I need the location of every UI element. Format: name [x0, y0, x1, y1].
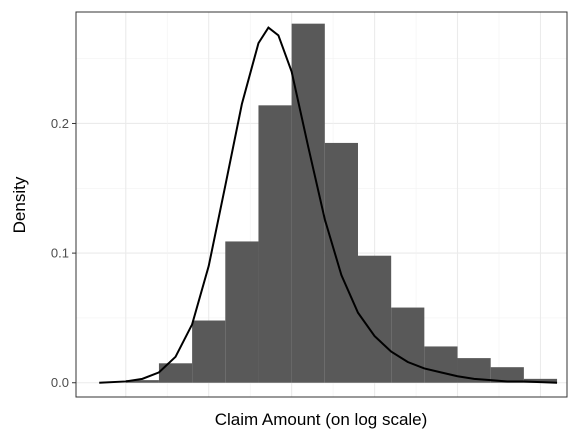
histogram-bar: [291, 23, 325, 383]
histogram-bar: [225, 241, 259, 383]
histogram-bar: [523, 378, 558, 383]
y-tick-label: 0.1: [51, 246, 69, 261]
y-axis: 0.0 0.1 0.2: [51, 116, 76, 390]
y-axis-title: Density: [10, 176, 29, 233]
panel-border: [75, 11, 568, 398]
y-tick-label: 0.0: [51, 375, 69, 390]
histogram-bar: [424, 346, 458, 383]
y-tick-label: 0.2: [51, 116, 69, 131]
x-axis-title: Claim Amount (on log scale): [215, 410, 428, 429]
histogram-bar: [391, 307, 425, 383]
histogram-bar: [192, 320, 226, 383]
histogram-bar: [158, 363, 193, 383]
density-curve: [99, 26, 558, 384]
histogram-bar: [490, 367, 524, 383]
histogram-bar: [258, 105, 292, 383]
histogram-bar: [324, 142, 358, 383]
histogram-bars: [125, 23, 558, 383]
histogram-bar: [125, 380, 159, 383]
